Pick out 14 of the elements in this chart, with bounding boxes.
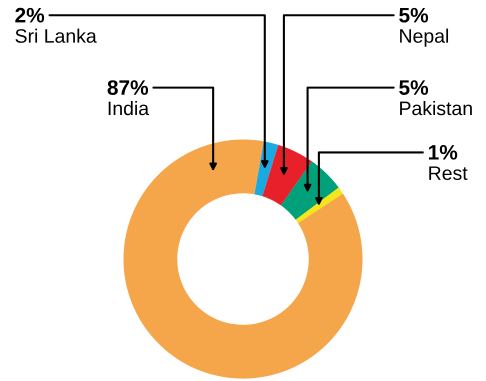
- data-label: 1%: [428, 145, 458, 160]
- slice-label: Nepal: [400, 28, 448, 47]
- slice-label: India: [108, 100, 150, 116]
- data-label: 5%: [399, 8, 428, 23]
- data-label: 5%: [399, 80, 428, 95]
- slice-label: Rest: [429, 166, 468, 180]
- donut-slice: [123, 140, 363, 379]
- slice-label: Pakistan: [400, 100, 472, 116]
- data-label: 2%: [15, 8, 44, 23]
- donut-slice: [280, 161, 339, 220]
- donut-slice: [296, 187, 344, 224]
- donut-slice: [262, 144, 312, 206]
- data-label: 87%: [108, 80, 148, 95]
- slice-label: Sri Lanka: [15, 28, 97, 43]
